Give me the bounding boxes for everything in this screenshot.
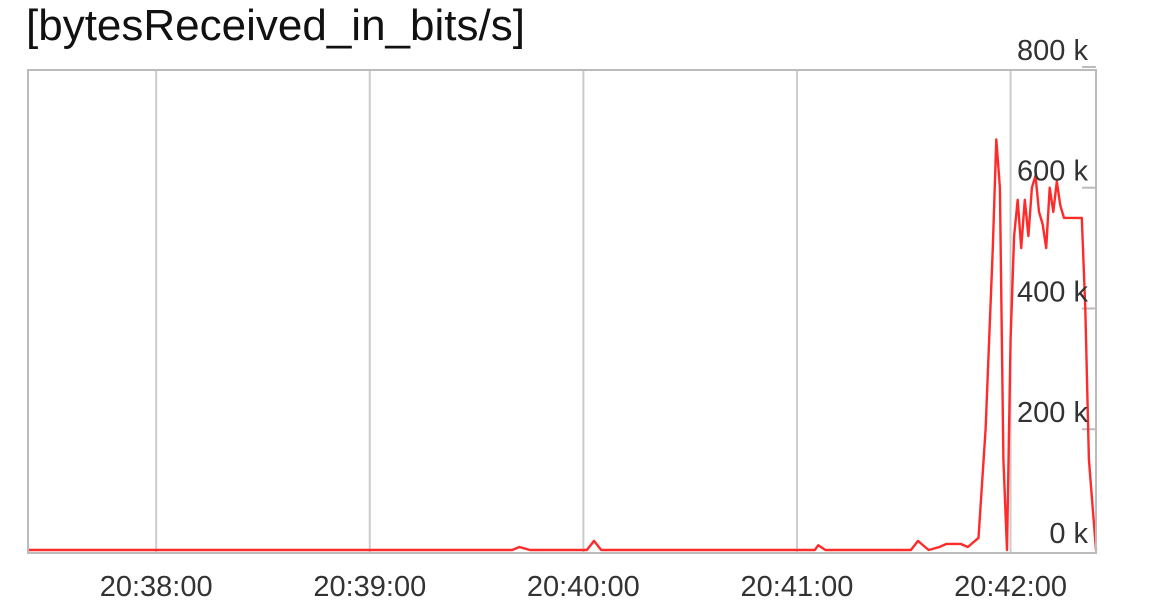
x-tick-label: 20:38:00: [100, 571, 213, 603]
y-tick-label: 600 k: [1017, 156, 1088, 188]
x-tick-label: 20:42:00: [954, 571, 1067, 603]
chart-title: [bytesReceived_in_bits/s]: [26, 1, 525, 50]
plot-frame: [27, 69, 1097, 554]
x-tick-label: 20:39:00: [313, 571, 426, 603]
plot-area: [28, 70, 1096, 553]
y-tick-label: 0 k: [1049, 518, 1088, 550]
x-tick-label: 20:40:00: [527, 571, 640, 603]
x-tick-label: 20:41:00: [741, 571, 854, 603]
y-tick-label: 400 k: [1017, 276, 1088, 308]
y-tick-label: 800 k: [1017, 35, 1088, 67]
series-line: [26, 138, 1098, 552]
y-tick-label: 200 k: [1017, 397, 1088, 429]
